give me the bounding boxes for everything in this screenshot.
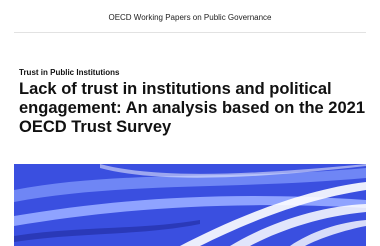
series-label: Trust in Public Institutions	[19, 68, 119, 77]
title-line: engagement: An analysis based on the 202…	[19, 99, 369, 118]
title-line: OECD Trust Survey	[19, 118, 369, 137]
cover-artwork	[0, 160, 380, 246]
header-rule	[14, 32, 366, 33]
document-cover: OECD Working Papers on Public Governance…	[0, 0, 380, 246]
publication-header: OECD Working Papers on Public Governance	[0, 13, 380, 22]
title-line: Lack of trust in institutions and politi…	[19, 80, 369, 99]
title: Lack of trust in institutions and politi…	[19, 80, 369, 137]
